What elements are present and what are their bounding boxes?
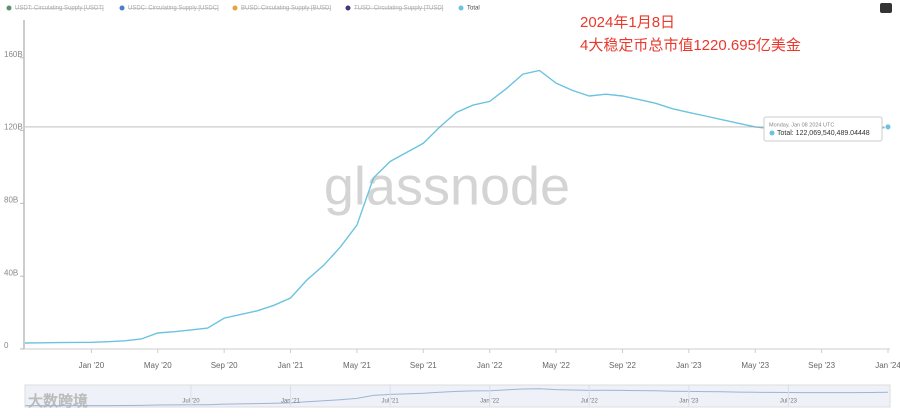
navigator[interactable] (24, 384, 891, 408)
x-tick-label: Jan '21 (278, 361, 304, 370)
y-tick-label: 0 (4, 341, 9, 350)
y-tick-label: 120B (4, 123, 23, 132)
x-tick-label: Sep '22 (609, 361, 636, 370)
x-tick-label: May '23 (741, 361, 769, 370)
y-tick-label: 40B (4, 268, 18, 277)
x-tick-label: May '21 (343, 361, 371, 370)
x-tick-label: Jan '20 (79, 361, 105, 370)
y-tick-label: 80B (4, 195, 18, 204)
x-tick-label: Jan '24 (875, 361, 900, 370)
x-tick-label: Sep '20 (211, 361, 238, 370)
navigator-line (25, 388, 889, 407)
legend-label[interactable]: USDT: Circulating Supply [USDT] (15, 6, 104, 12)
legend-marker[interactable] (232, 5, 238, 11)
legend-label[interactable]: TUSD: Circulating Supply [TUSD] (354, 6, 444, 12)
line-series (24, 69, 889, 344)
x-tick-label: Sep '21 (410, 361, 437, 370)
legend-label[interactable]: USDC: Circulating Supply [USDC] (128, 6, 219, 12)
x-tick-label: Sep '23 (808, 361, 835, 370)
legend-marker[interactable] (6, 5, 12, 11)
tooltip-value: Total: 122,069,540,489.04448 (777, 130, 870, 137)
x-tick-label: May '22 (542, 361, 570, 370)
x-tick-label: May '20 (144, 361, 172, 370)
y-tick-label: 160B (4, 50, 23, 59)
camera-icon[interactable] (880, 3, 892, 13)
x-tick-label: Jan '22 (477, 361, 503, 370)
x-tick-label: Jan '23 (676, 361, 702, 370)
tooltip-date: Monday, Jan 08 2024 UTC (769, 122, 834, 128)
source-mark: 大数跨境 (28, 392, 88, 410)
legend-marker[interactable] (458, 5, 464, 11)
hover-point (884, 123, 892, 131)
legend-marker[interactable] (119, 5, 125, 11)
annotation: 4大稳定币总市值1220.695亿美金 (580, 37, 801, 54)
legend-label[interactable]: BUSD: Circulating Supply [BUSD] (241, 6, 331, 12)
tooltip-marker (769, 130, 775, 136)
tooltip-box (763, 116, 883, 142)
watermark: glassnode (324, 156, 570, 216)
annotation: 2024年1月8日 (580, 14, 675, 31)
legend-label[interactable]: Total (467, 6, 480, 12)
legend-marker[interactable] (345, 5, 351, 11)
